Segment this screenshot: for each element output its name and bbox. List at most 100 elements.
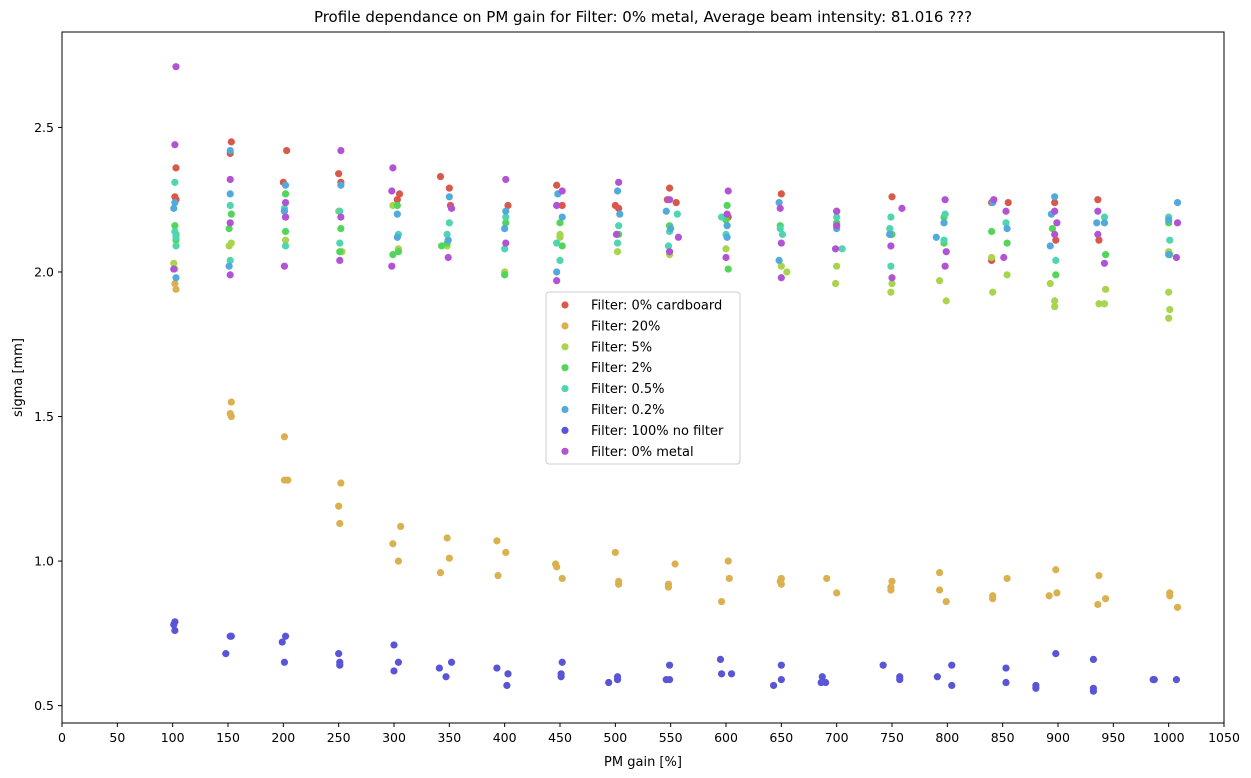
x-tick-label: 800 <box>935 730 959 745</box>
data-point <box>722 253 730 262</box>
data-point <box>672 198 680 207</box>
y-tick-label: 2.0 <box>34 264 54 279</box>
data-point <box>337 146 345 155</box>
data-point <box>769 681 778 690</box>
x-tick-label: 600 <box>714 730 738 745</box>
data-point <box>613 676 622 684</box>
data-point <box>172 164 180 172</box>
data-point <box>605 678 613 687</box>
data-point <box>1166 592 1174 600</box>
data-point <box>227 138 235 146</box>
data-point <box>1002 678 1010 687</box>
data-point <box>281 198 290 207</box>
data-point <box>172 233 180 241</box>
data-point <box>940 236 948 244</box>
data-point <box>611 548 619 557</box>
data-point <box>888 577 896 585</box>
data-point <box>172 274 180 282</box>
y-axis-label: sigma [mm] <box>11 338 26 417</box>
data-point <box>1095 571 1103 580</box>
data-point <box>667 225 675 233</box>
data-point <box>942 248 950 256</box>
x-tick-label: 550 <box>659 730 683 745</box>
data-point <box>727 670 736 678</box>
data-point <box>1173 603 1182 611</box>
data-point <box>1051 193 1059 201</box>
data-point <box>674 233 683 241</box>
legend-box <box>545 291 741 465</box>
data-point <box>388 187 396 195</box>
data-point <box>436 172 445 181</box>
data-point <box>222 650 230 658</box>
data-point <box>932 233 940 241</box>
data-point <box>1101 285 1110 293</box>
data-point <box>1166 236 1174 244</box>
data-point <box>887 288 895 296</box>
data-point <box>616 210 624 218</box>
data-point <box>665 248 674 256</box>
data-point <box>394 557 403 565</box>
data-point <box>723 210 731 218</box>
data-point <box>777 262 785 270</box>
legend-entry: Filter: 20% <box>591 319 660 334</box>
data-point <box>501 245 509 253</box>
data-point <box>942 597 950 606</box>
data-point <box>838 245 846 253</box>
y-tick-label: 1.5 <box>34 409 54 424</box>
data-point <box>775 198 783 207</box>
data-point <box>1052 271 1060 279</box>
data-point <box>723 233 731 241</box>
data-point <box>337 181 345 189</box>
data-point <box>833 213 841 221</box>
data-point <box>988 227 996 236</box>
data-point <box>665 184 674 192</box>
data-point <box>557 673 565 681</box>
data-point <box>896 676 904 684</box>
series-points <box>171 138 1103 265</box>
data-point <box>1165 288 1173 296</box>
data-point <box>1000 253 1008 262</box>
data-point <box>281 181 290 189</box>
data-point <box>501 225 509 233</box>
data-point <box>775 256 783 265</box>
data-point <box>664 583 673 591</box>
data-point <box>553 563 561 571</box>
data-point <box>665 676 674 684</box>
data-point <box>226 201 234 210</box>
data-point <box>393 233 401 241</box>
data-point <box>226 146 234 155</box>
data-point <box>283 146 291 155</box>
data-point <box>445 184 453 192</box>
data-point <box>1051 303 1059 311</box>
data-point <box>935 586 944 594</box>
series-points <box>170 618 1181 695</box>
x-tick-label: 1000 <box>1153 730 1185 745</box>
data-point <box>777 661 785 669</box>
data-point <box>887 213 895 221</box>
data-point <box>886 225 894 233</box>
data-point <box>171 227 179 236</box>
data-point <box>1053 589 1061 597</box>
data-point <box>171 222 179 230</box>
x-tick-label: 200 <box>271 730 295 745</box>
data-point <box>1149 676 1157 684</box>
data-point <box>990 196 998 204</box>
data-point <box>280 658 289 666</box>
data-point <box>435 664 443 672</box>
data-point <box>1173 219 1182 227</box>
series-points <box>171 279 1182 611</box>
data-point <box>613 248 622 256</box>
data-point <box>553 268 561 276</box>
data-point <box>389 164 397 172</box>
data-point <box>503 681 511 690</box>
data-point <box>1052 236 1060 244</box>
data-point <box>783 268 791 276</box>
data-point <box>665 196 674 204</box>
legend-entry: Filter: 0% cardboard <box>591 299 722 314</box>
data-point <box>225 225 233 233</box>
data-point <box>716 655 725 663</box>
data-point <box>553 277 561 285</box>
data-point <box>933 673 941 681</box>
data-point <box>1165 314 1173 322</box>
data-point <box>1172 676 1181 684</box>
